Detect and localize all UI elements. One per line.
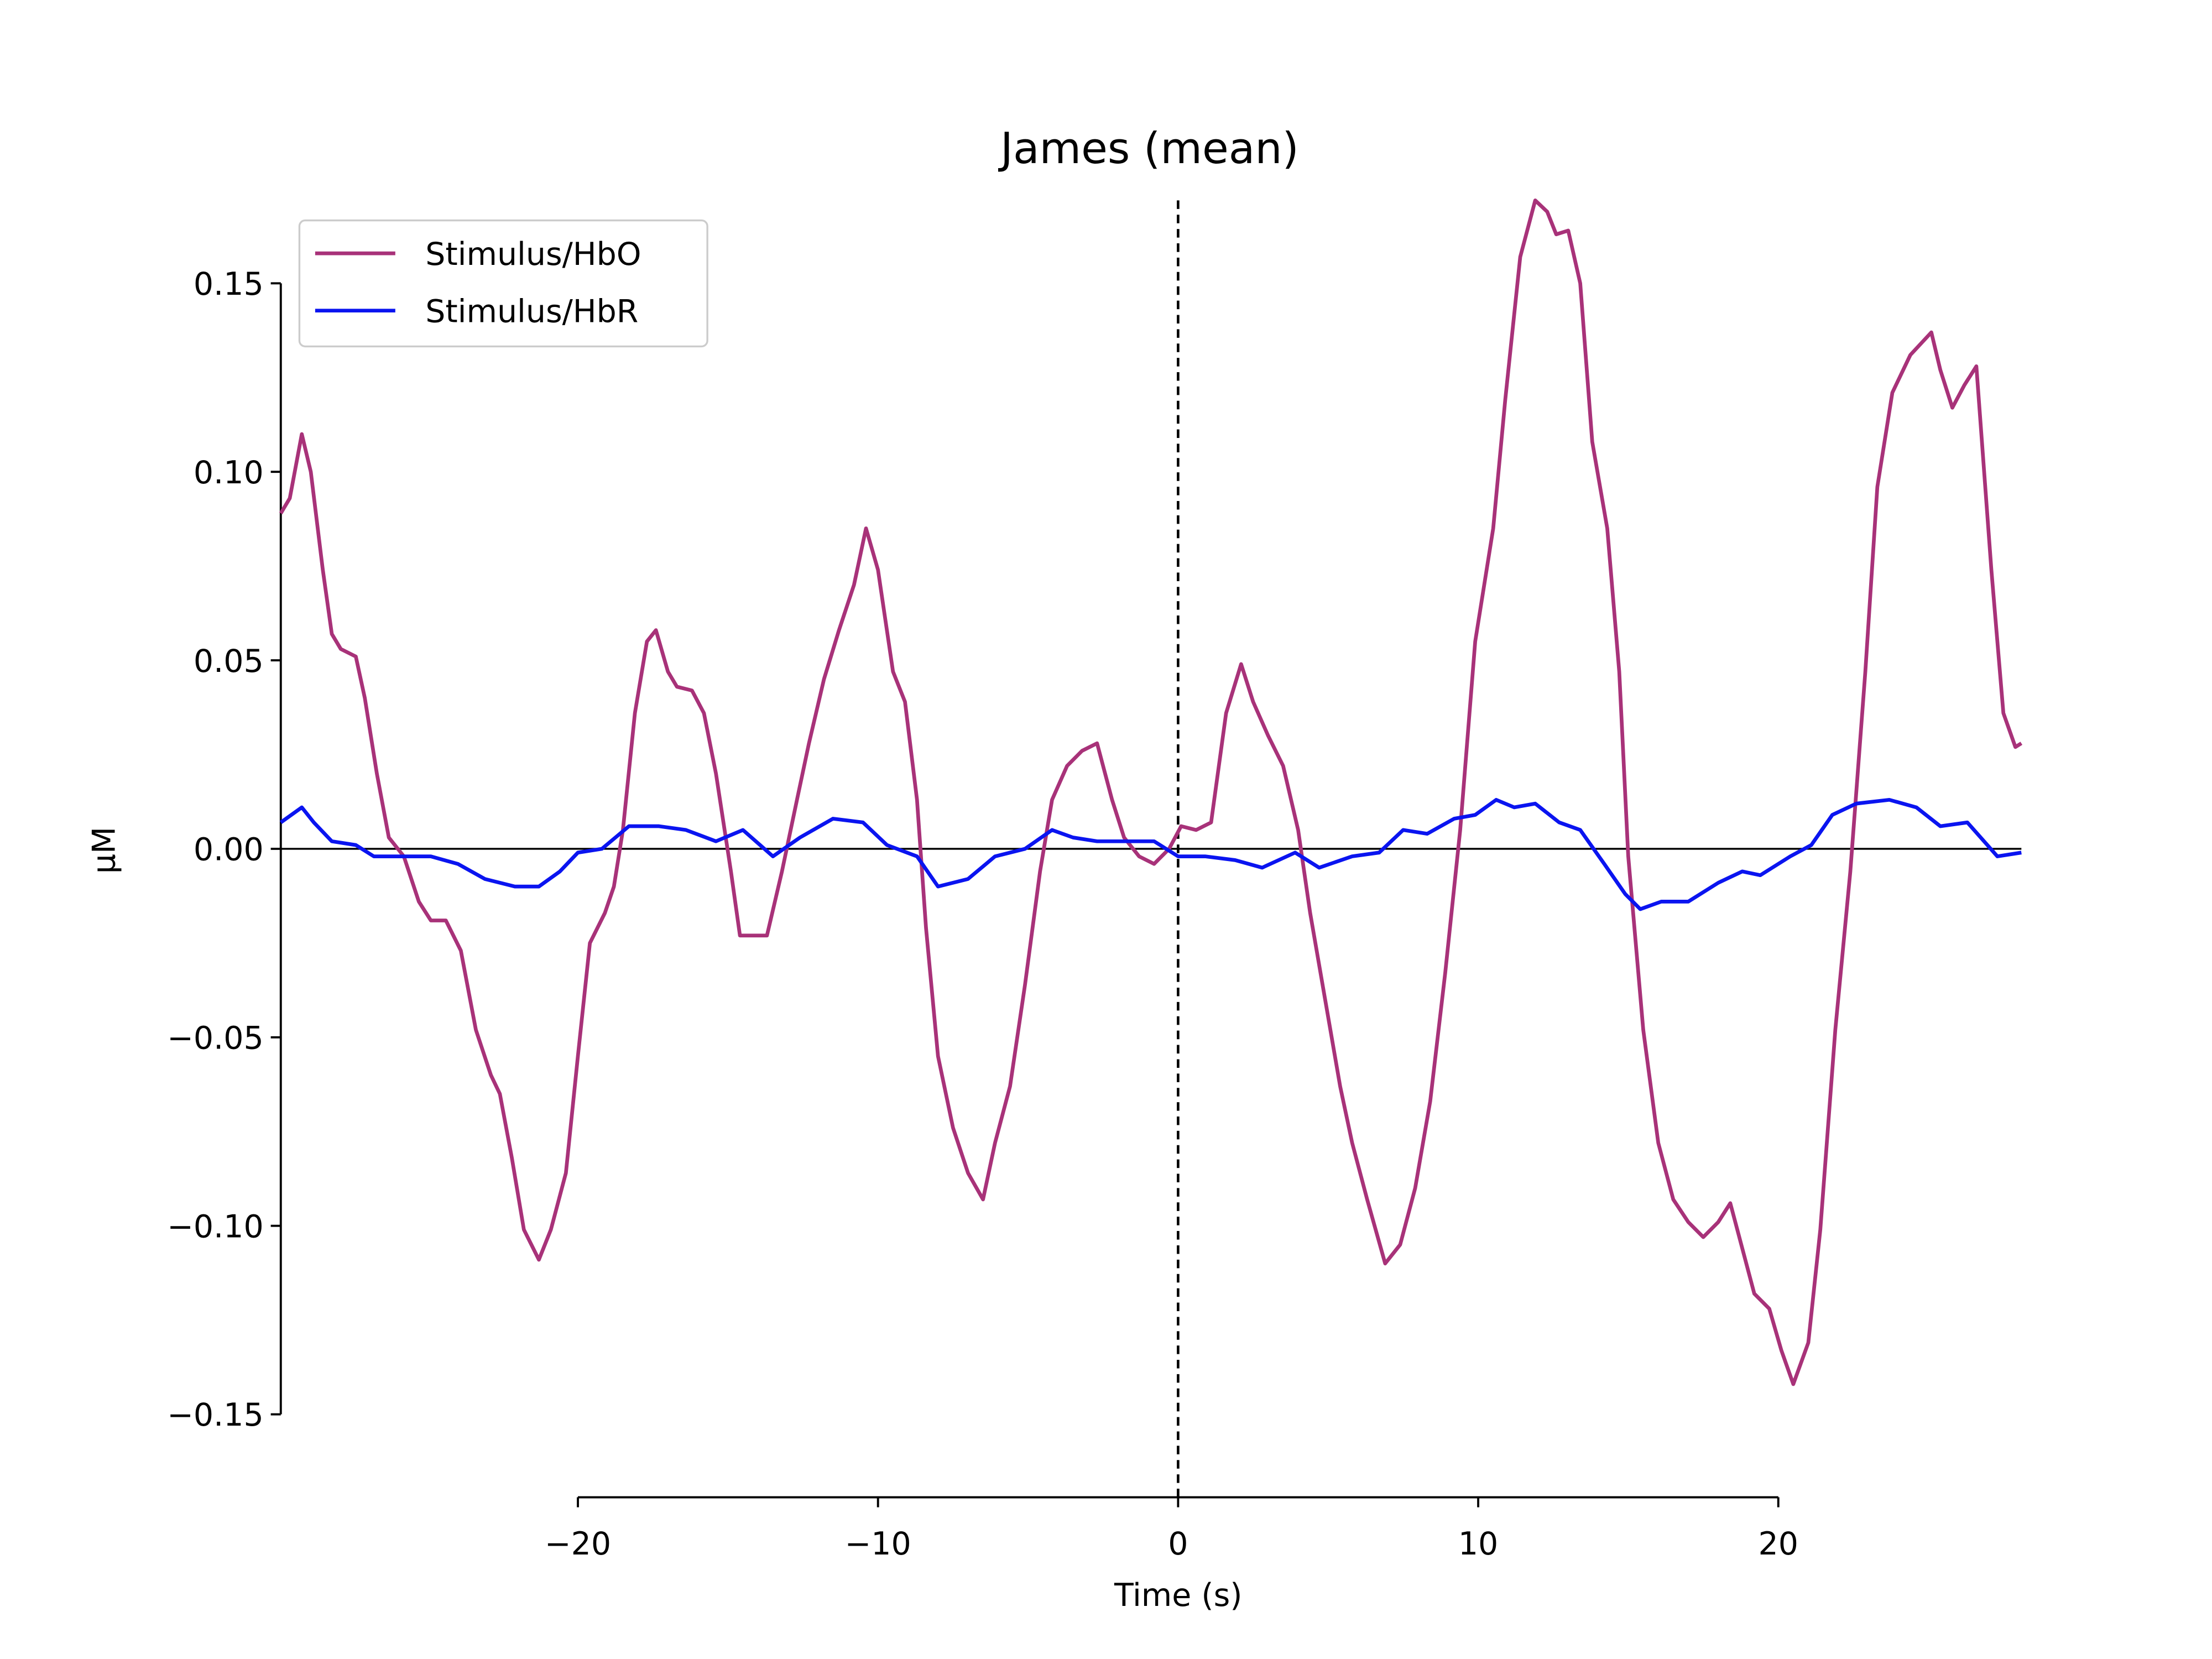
chart-title: James (mean) [998,124,1299,174]
y-tick-label: 0.05 [194,643,264,680]
series-line [279,797,2022,911]
y-tick-label: 0.15 [194,266,264,302]
y-tick-label: 0.00 [194,832,264,868]
y-tick-label: −0.05 [167,1020,263,1057]
y-axis-label: µM [86,827,123,874]
x-tick-label: 10 [1458,1526,1498,1562]
x-tick-label: 20 [1759,1526,1798,1562]
y-tick-label: 0.10 [194,455,264,491]
x-tick-label: −20 [545,1526,611,1562]
y-tick-label: −0.10 [167,1208,263,1245]
legend-label: Stimulus/HbO [425,236,641,273]
x-axis-label: Time (s) [1114,1577,1243,1614]
series-line [279,199,2023,1386]
legend-label: Stimulus/HbR [425,293,638,330]
y-tick-label: −0.15 [167,1397,263,1433]
x-tick-label: −10 [845,1526,911,1562]
x-tick-label: 0 [1168,1526,1188,1562]
legend-box [298,219,708,348]
